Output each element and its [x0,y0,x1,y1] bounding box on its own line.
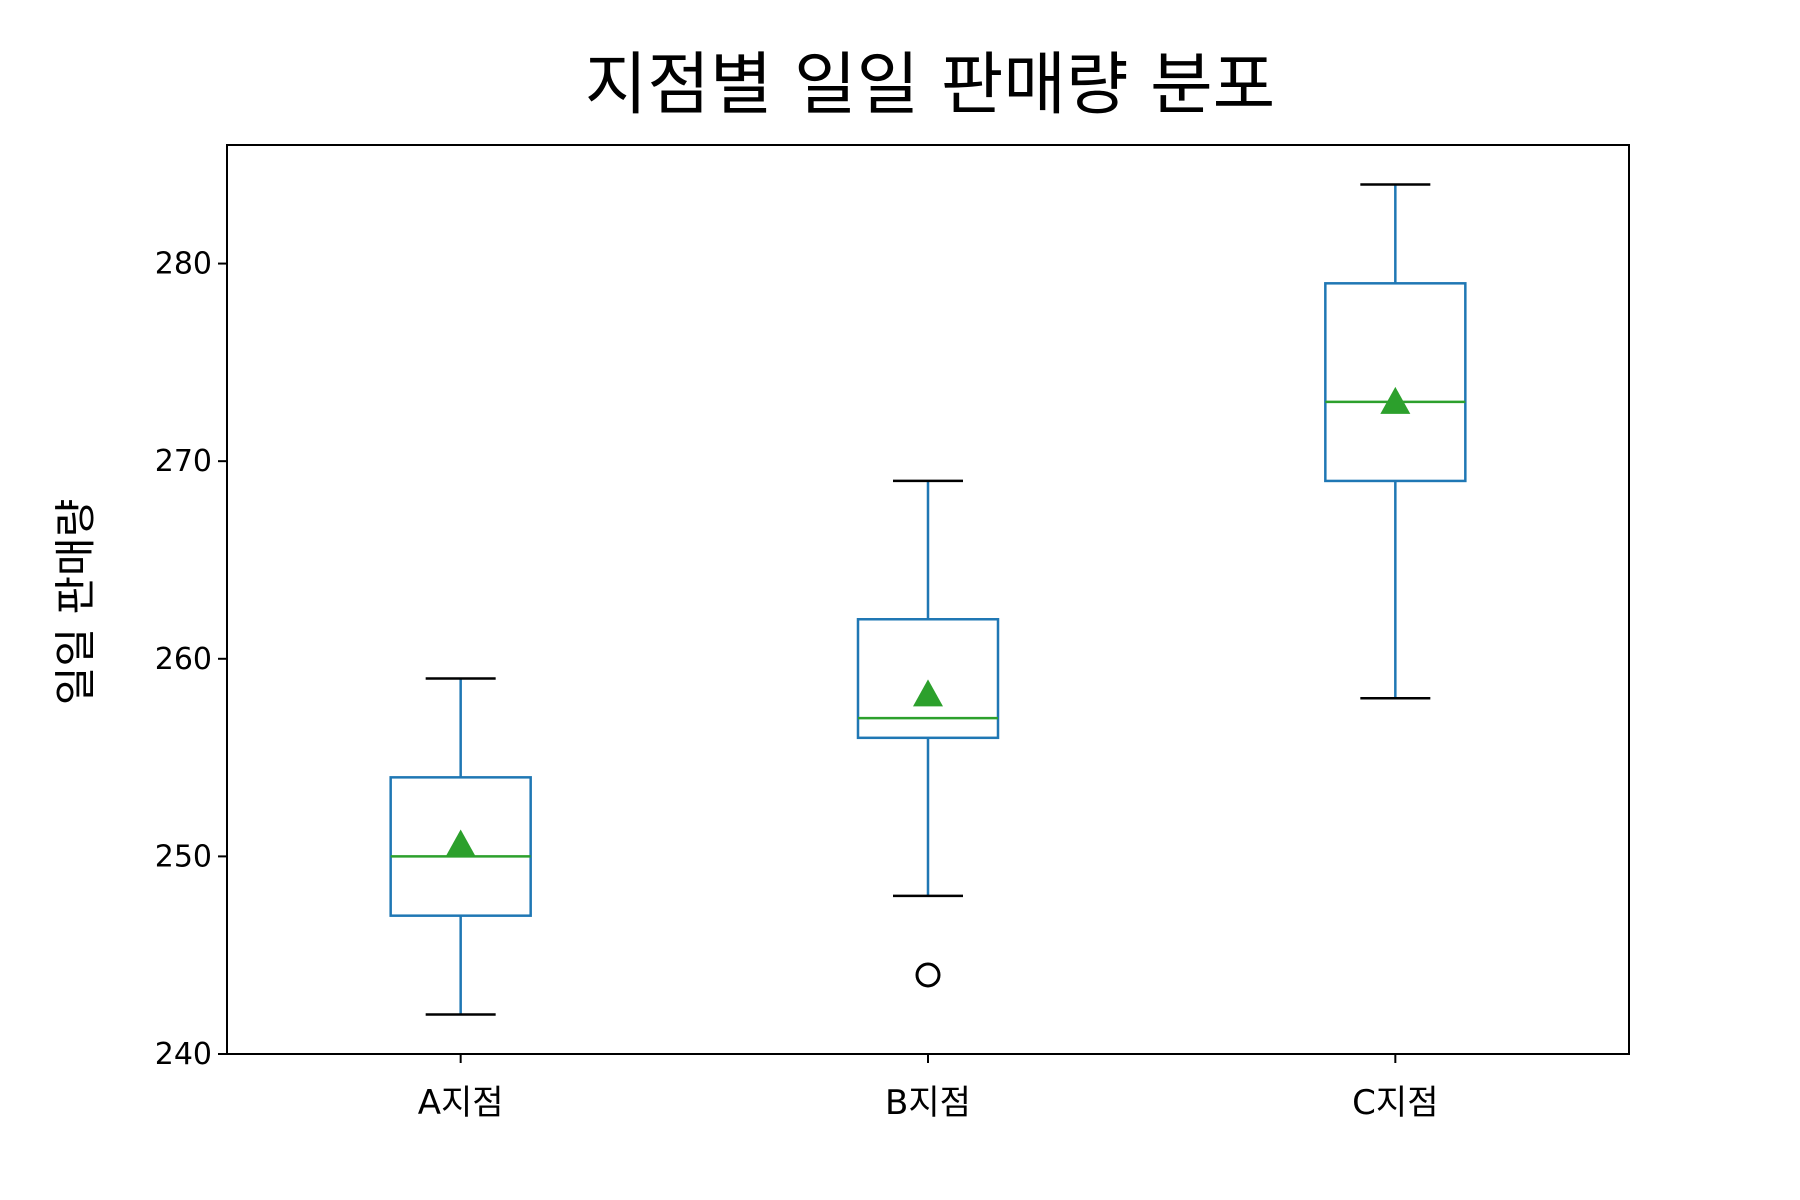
outlier-point [915,962,941,988]
y-tick-label: 240 [155,1037,212,1072]
y-tick-label: 250 [155,839,212,874]
y-tick-label: 260 [155,642,212,677]
y-tick-label: 270 [155,444,212,479]
x-tick-label: C지점 [1352,1083,1438,1123]
plot-frame [226,144,1630,1055]
x-tick-label: A지점 [418,1083,504,1123]
mean-marker [913,679,943,707]
mean-marker [1380,386,1411,414]
x-tick-label: B지점 [885,1083,971,1123]
chart-title: 지점별 일일 판매량 분포 [585,46,1275,125]
iqr-box [389,776,532,917]
y-tick-label: 280 [155,247,212,282]
iqr-box [1324,282,1467,483]
y-axis-label: 일일 판매량 [51,499,100,706]
plot-area: 240 250 260 270 280 A지점 B지점 C지점 [155,183,1467,1123]
mean-marker [445,829,476,857]
iqr-box [856,618,1000,740]
